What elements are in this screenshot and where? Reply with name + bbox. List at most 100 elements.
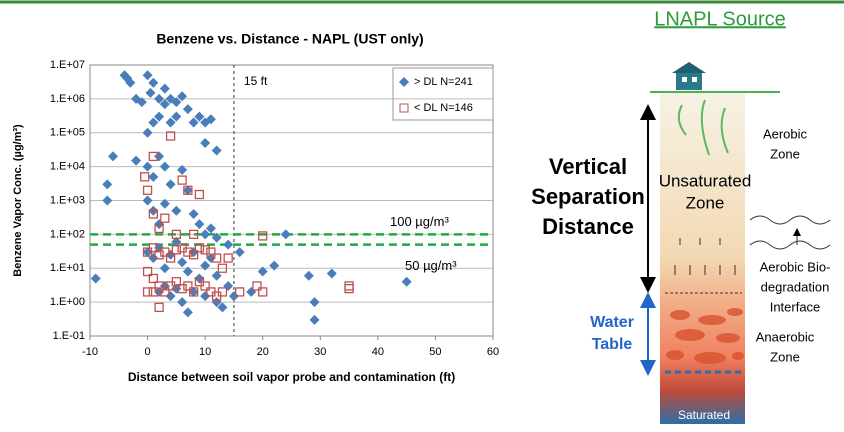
point xyxy=(257,266,268,277)
interface-text: Interface xyxy=(770,299,821,314)
reference-label: 15 ft xyxy=(244,74,268,88)
point xyxy=(177,257,188,268)
separation-text: Separation xyxy=(531,184,645,209)
point xyxy=(154,302,164,313)
point xyxy=(309,297,320,308)
diagram-title: LNAPL Source xyxy=(654,8,786,30)
diagram: LNAPL Source Vertical Separation Distance U… xyxy=(531,8,830,424)
point xyxy=(108,151,119,162)
point xyxy=(171,277,182,287)
point xyxy=(200,291,211,302)
point xyxy=(200,229,211,240)
point xyxy=(223,280,234,291)
point xyxy=(182,104,193,115)
point xyxy=(235,287,245,297)
point xyxy=(326,268,337,279)
point xyxy=(131,155,142,166)
point xyxy=(188,287,199,297)
point xyxy=(160,213,170,223)
point xyxy=(165,117,176,128)
point xyxy=(194,111,205,122)
point xyxy=(258,231,268,241)
separation-text: Distance xyxy=(542,214,634,239)
legend-label: > DL N=241 xyxy=(414,76,473,88)
legend-frame xyxy=(392,67,494,121)
plot-frame xyxy=(89,64,494,337)
point xyxy=(228,291,239,302)
point xyxy=(165,291,176,302)
point xyxy=(154,223,164,234)
interface-text: degradation xyxy=(761,279,830,294)
point xyxy=(217,302,228,313)
point xyxy=(165,179,176,190)
point xyxy=(217,287,228,297)
y-tick-label: 1.E-01 xyxy=(53,330,85,342)
point xyxy=(102,195,113,206)
x-tick-label: 20 xyxy=(257,346,269,358)
point xyxy=(165,131,176,141)
chart-title: Benzene vs. Distance - NAPL (UST only) xyxy=(156,31,423,47)
point xyxy=(188,229,199,240)
point xyxy=(159,263,170,274)
point xyxy=(206,247,216,257)
legend-swatch xyxy=(399,103,409,113)
point xyxy=(182,266,193,277)
point xyxy=(160,247,170,257)
unsaturated-text: Unsaturated xyxy=(659,171,752,190)
x-tick-label: 40 xyxy=(372,346,384,358)
point xyxy=(148,243,158,253)
point xyxy=(159,83,170,94)
point xyxy=(122,73,133,84)
point xyxy=(194,219,205,230)
point xyxy=(90,273,101,284)
point xyxy=(148,205,159,216)
point xyxy=(148,151,158,162)
point xyxy=(171,97,182,108)
point xyxy=(171,111,182,122)
y-tick-label: 1.E+01 xyxy=(50,262,85,274)
point xyxy=(246,286,257,297)
interface-text: Aerobic Bio- xyxy=(760,259,831,274)
point xyxy=(142,247,153,258)
y-tick-label: 1.E+05 xyxy=(50,127,85,139)
point xyxy=(183,185,193,195)
point xyxy=(344,281,354,291)
separation-text: Vertical xyxy=(549,154,627,179)
point xyxy=(252,281,262,291)
point xyxy=(159,161,170,172)
point xyxy=(142,195,153,206)
x-tick-label: 50 xyxy=(429,346,441,358)
point xyxy=(182,185,193,196)
x-tick-label: 10 xyxy=(199,346,211,358)
vapor-arrows xyxy=(677,99,729,156)
point xyxy=(154,93,165,104)
unsaturated-text: Zone xyxy=(686,193,725,212)
point xyxy=(182,307,193,318)
x-tick-label: 0 xyxy=(145,346,151,358)
y-tick-label: 1.E+03 xyxy=(50,194,85,206)
point xyxy=(194,273,205,284)
point xyxy=(188,247,199,258)
point xyxy=(142,161,153,172)
point xyxy=(177,283,187,294)
point xyxy=(269,260,280,271)
point xyxy=(165,249,176,260)
point xyxy=(154,111,165,122)
saturated-text: Saturated xyxy=(678,408,730,422)
point xyxy=(148,273,158,284)
point xyxy=(211,232,222,243)
point xyxy=(148,77,159,88)
point xyxy=(303,270,314,281)
x-axis-label: Distance between soil vapor probe and co… xyxy=(128,370,455,384)
y-tick-label: 1.E+07 xyxy=(50,59,85,71)
point xyxy=(177,91,188,102)
aerobic-text: Aerobic xyxy=(763,126,808,141)
point xyxy=(119,70,130,81)
x-tick-label: -10 xyxy=(82,346,98,358)
reference-label: 100 µg/m³ xyxy=(390,214,449,229)
point xyxy=(309,314,320,325)
point xyxy=(148,171,159,182)
point xyxy=(142,185,153,195)
point xyxy=(211,145,222,156)
